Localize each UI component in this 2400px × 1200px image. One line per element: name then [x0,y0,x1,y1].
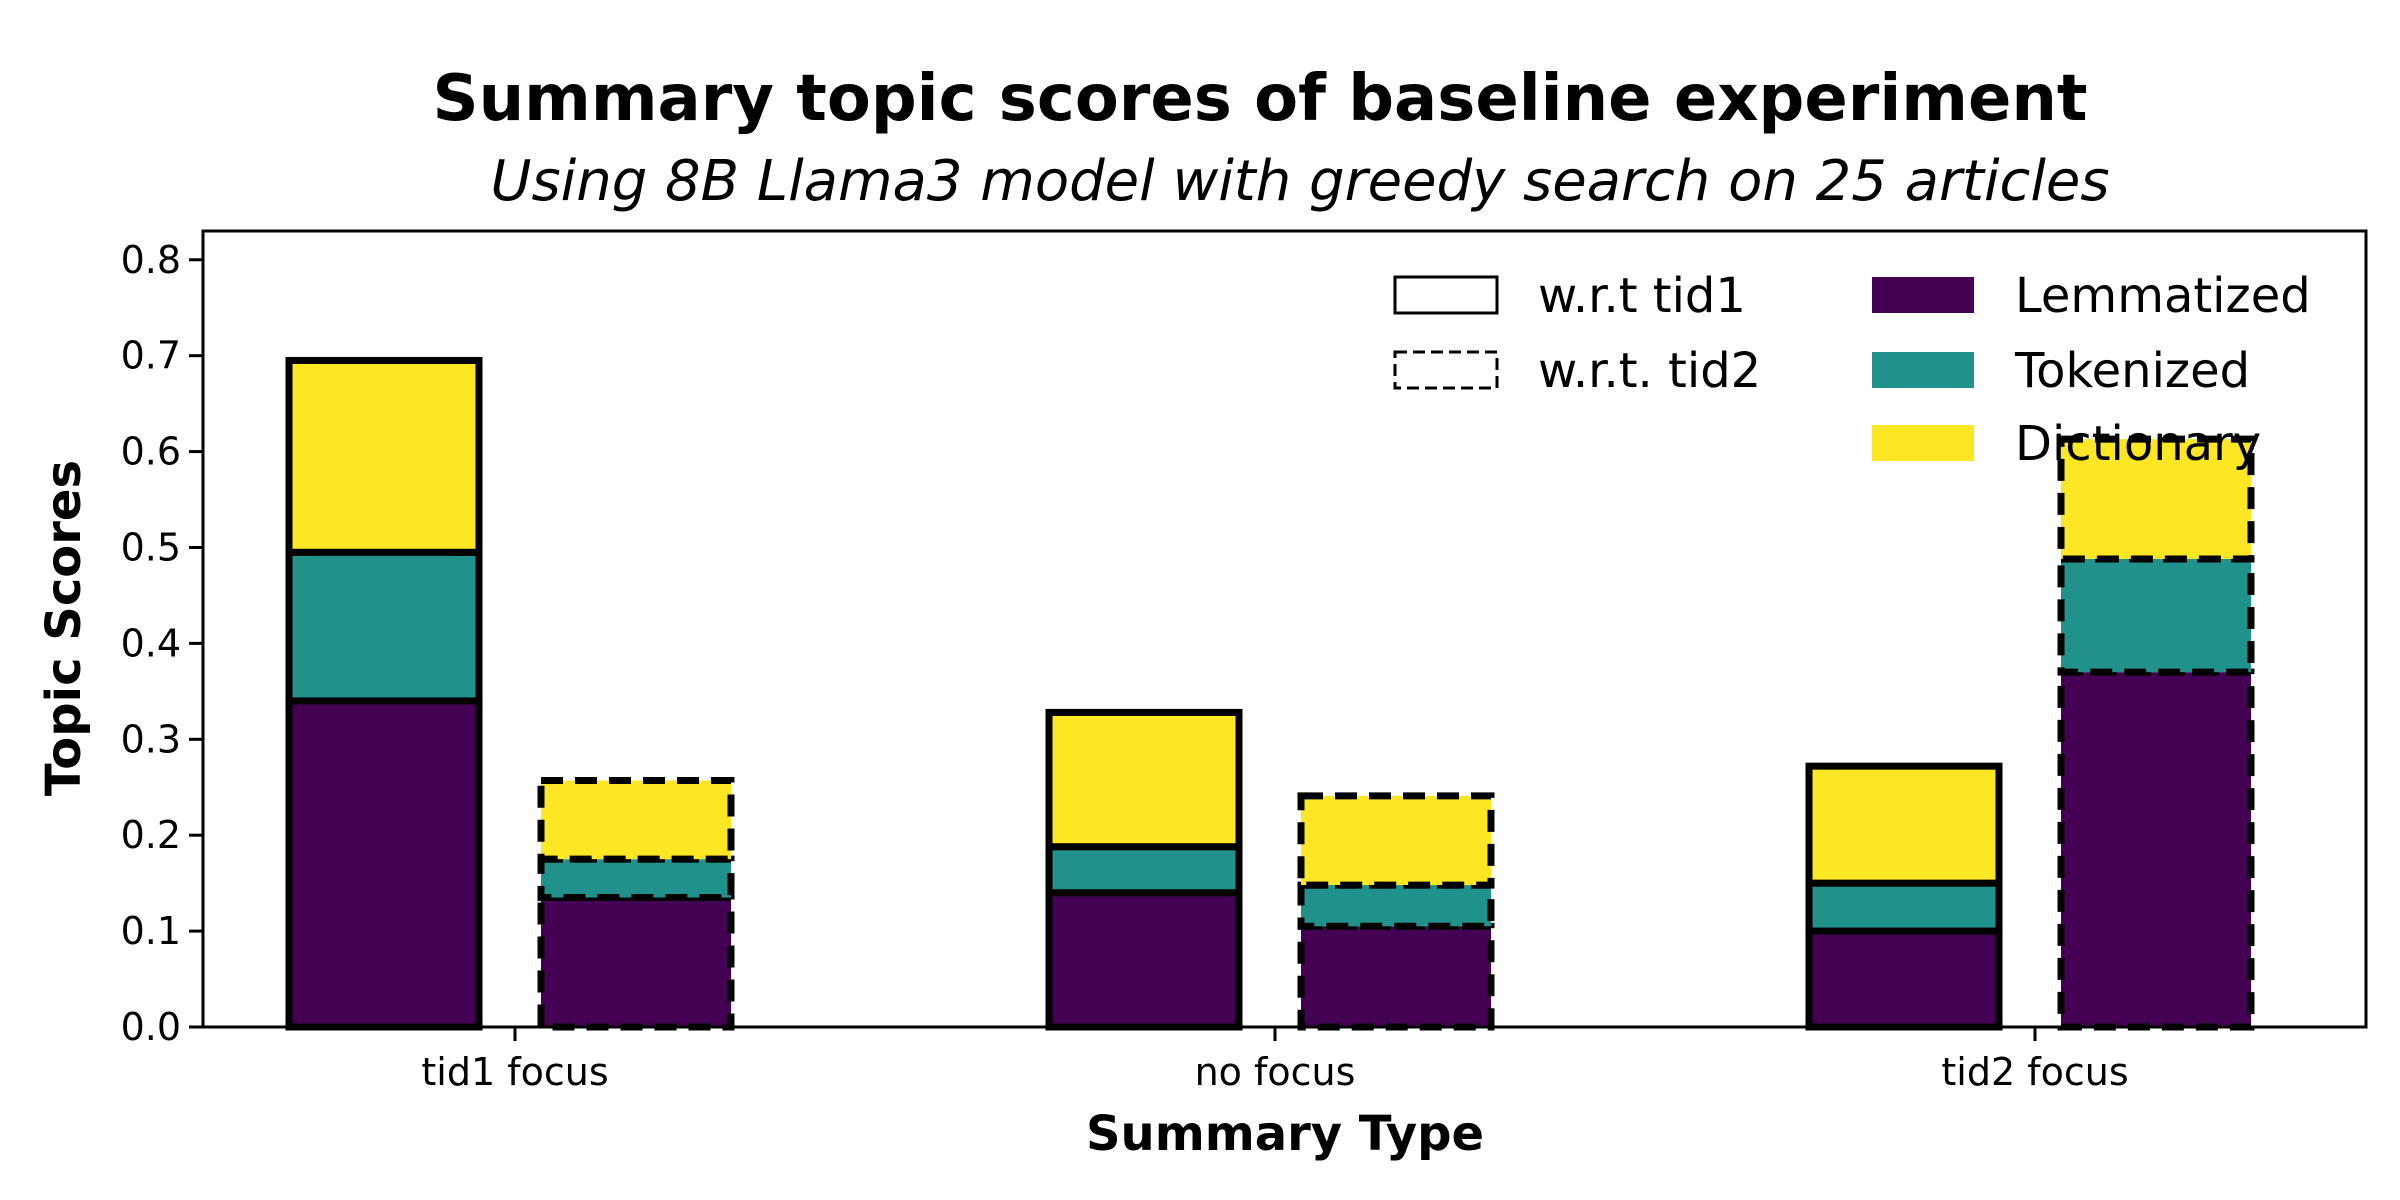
y-tick-label: 0.5 [121,525,181,569]
bar-tid1-lemmatized [1045,889,1243,1031]
legend: w.r.t tid1 w.r.t. tid2 Lemmatized Tokenized… [1393,268,2311,472]
bar-tid2-tokenized [2057,555,2255,676]
bar-tid2-dictionary [1297,792,1495,889]
y-tick-label: 0.6 [121,430,181,474]
plot-area [285,356,2255,1031]
legend-swatch-tokenized [1872,352,1974,388]
x-axis-label: Summary Type [1086,1106,1484,1162]
y-tick-label: 0.8 [121,238,181,282]
bar-tid1-tokenized [285,548,483,705]
y-axis: 0.0 0.1 0.2 0.3 0.4 0.5 0.6 0.7 0.8 [121,238,203,1049]
legend-swatch-tid2 [1393,350,1499,390]
bar-tid1-lemmatized [285,697,483,1031]
x-tick-label: tid2 focus [1941,1050,2128,1094]
y-tick-label: 0.2 [121,813,181,857]
legend-label: Tokenized [2014,343,2250,399]
bar-tid1-tokenized [1045,843,1243,897]
chart-title: Summary topic scores of baseline experim… [432,62,2087,136]
bar-tid2-tokenized [1297,881,1495,930]
bar-tid1-lemmatized [1805,927,2003,1031]
legend-swatch-lemmatized [1872,277,1974,313]
bar-tid2-dictionary [2057,435,2255,563]
bar-tid2-lemmatized [2057,668,2255,1031]
x-axis: tid1 focus no focus tid2 focus [421,1027,2129,1094]
bar-tid1-dictionary [1045,708,1243,851]
x-tick-label: no focus [1195,1050,1356,1094]
legend-label: w.r.t tid1 [1538,268,1746,324]
bar-tid2-lemmatized [537,894,735,1031]
x-tick-label: tid1 focus [421,1050,608,1094]
y-tick-label: 0.4 [121,621,181,665]
y-tick-label: 0.1 [121,909,181,953]
bar-tid2-tokenized [537,855,735,902]
legend-label: Lemmatized [2015,268,2311,324]
y-tick-label: 0.7 [121,334,181,378]
legend-swatch-dictionary [1872,425,1974,461]
bar-tid1-dictionary [285,356,483,556]
bar-tid2-dictionary [537,777,735,863]
y-tick-label: 0.0 [121,1005,181,1049]
y-axis-label: Topic Scores [36,460,92,796]
bar-tid2-lemmatized [1297,922,1495,1031]
bar-tid1-tokenized [1805,879,2003,935]
legend-label: Dictionary [2015,416,2261,472]
legend-swatch-tid1 [1393,275,1499,315]
plot-frame [201,229,2368,1029]
legend-label: w.r.t. tid2 [1538,343,1761,399]
bar-tid1-dictionary [1805,762,2003,887]
chart-subtitle: Using 8B Llama3 model with greedy search… [490,149,2109,214]
y-tick-label: 0.3 [121,717,181,761]
